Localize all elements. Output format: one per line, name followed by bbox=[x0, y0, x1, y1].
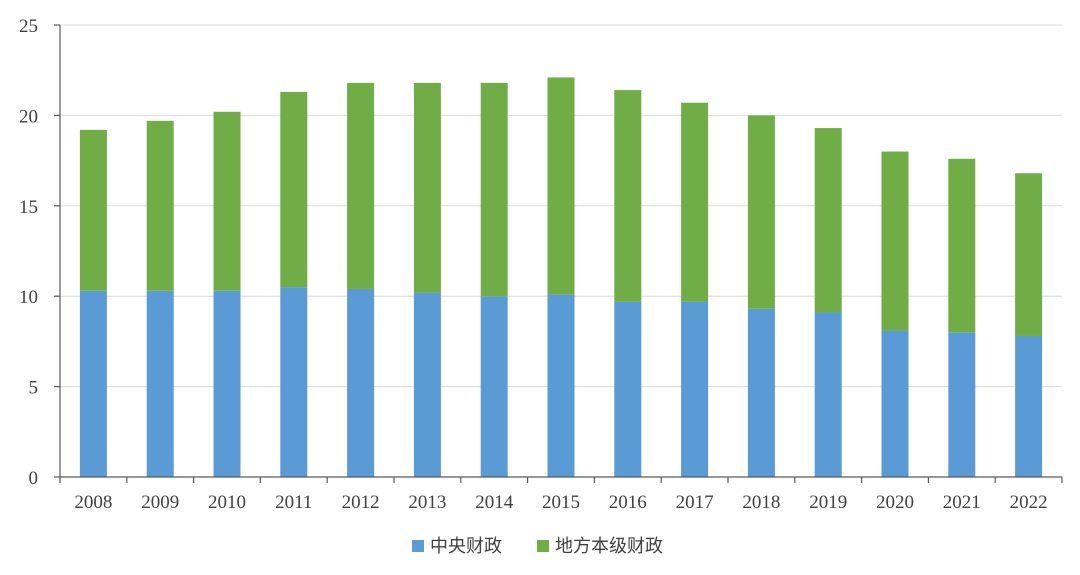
bar-local-2022 bbox=[1015, 173, 1043, 336]
y-tick-label: 10 bbox=[19, 287, 38, 308]
x-tick-label: 2010 bbox=[208, 492, 246, 513]
x-tick-label: 2015 bbox=[542, 492, 580, 513]
bar-local-2014 bbox=[480, 82, 508, 297]
x-tick-label: 2012 bbox=[342, 492, 380, 513]
bar-local-2017 bbox=[681, 102, 709, 302]
bar-local-2018 bbox=[747, 115, 775, 309]
legend-swatch-central bbox=[412, 540, 424, 552]
y-tick-label: 20 bbox=[19, 106, 38, 127]
legend-label-central: 中央财政 bbox=[430, 536, 502, 557]
y-tick-label: 25 bbox=[19, 16, 38, 37]
x-tick-label: 2017 bbox=[676, 492, 714, 513]
bar-central-2019 bbox=[814, 312, 842, 477]
x-tick-label: 2011 bbox=[275, 492, 312, 513]
bar-local-2020 bbox=[881, 151, 909, 331]
axes bbox=[54, 24, 1063, 483]
x-tick-label: 2018 bbox=[742, 492, 780, 513]
bar-local-2008 bbox=[79, 129, 107, 291]
bar-central-2011 bbox=[280, 287, 308, 477]
bar-central-2018 bbox=[747, 308, 775, 477]
x-tick-label: 2008 bbox=[74, 492, 112, 513]
bar-local-2011 bbox=[280, 91, 308, 288]
bar-central-2020 bbox=[881, 330, 909, 477]
bar-local-2019 bbox=[814, 128, 842, 313]
bar-local-2016 bbox=[614, 90, 642, 302]
bar-central-2015 bbox=[547, 294, 575, 477]
x-tick-label: 2022 bbox=[1010, 492, 1048, 513]
bar-central-2008 bbox=[79, 290, 107, 477]
bar-central-2012 bbox=[347, 288, 375, 477]
bar-central-2014 bbox=[480, 296, 508, 477]
bar-central-2017 bbox=[681, 301, 709, 477]
bar-central-2021 bbox=[948, 332, 976, 477]
bar-local-2009 bbox=[146, 120, 174, 291]
bar-local-2012 bbox=[347, 82, 375, 289]
bar-central-2010 bbox=[213, 290, 241, 477]
bar-local-2010 bbox=[213, 111, 241, 291]
bar-local-2015 bbox=[547, 77, 575, 295]
bar-central-2009 bbox=[146, 290, 174, 477]
y-tick-label: 5 bbox=[29, 378, 39, 399]
y-tick-label: 0 bbox=[29, 468, 39, 489]
bars bbox=[79, 77, 1043, 477]
y-tick-label: 15 bbox=[19, 197, 38, 218]
bar-central-2013 bbox=[413, 292, 441, 477]
x-tick-label: 2013 bbox=[408, 492, 446, 513]
legend-swatch-local bbox=[537, 540, 549, 552]
x-tick-label: 2020 bbox=[876, 492, 914, 513]
x-tick-label: 2021 bbox=[943, 492, 981, 513]
x-tick-label: 2019 bbox=[809, 492, 847, 513]
x-axis-ticks: 2008 2009 2010 2011 2012 2013 2014 2015 2016 2017… bbox=[74, 492, 1047, 513]
bar-central-2016 bbox=[614, 301, 642, 477]
bar-local-2013 bbox=[413, 82, 441, 293]
bar-local-2021 bbox=[948, 158, 976, 333]
x-tick-label: 2009 bbox=[141, 492, 179, 513]
legend: 中央财政 地方本级财政 bbox=[412, 536, 663, 557]
x-tick-label: 2014 bbox=[475, 492, 514, 513]
bar-central-2022 bbox=[1015, 335, 1043, 477]
y-axis-ticks: 0 5 10 15 20 25 bbox=[19, 16, 38, 489]
x-tick-label: 2016 bbox=[609, 492, 647, 513]
legend-label-local: 地方本级财政 bbox=[555, 536, 663, 557]
